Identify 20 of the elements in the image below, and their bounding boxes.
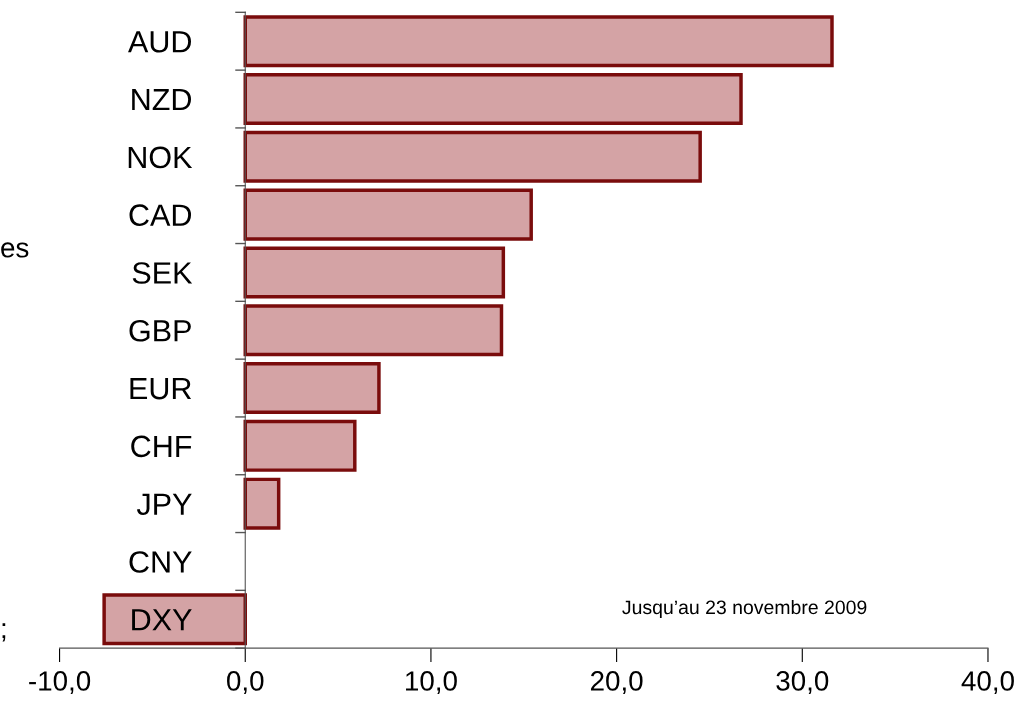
annotation: Jusqu’au 23 novembre 2009 — [622, 599, 867, 619]
y-tick-label: CNY — [129, 551, 192, 573]
y-tick-label: GBP — [129, 319, 191, 342]
y-tick-label: NOK — [128, 146, 193, 169]
x-tick-label: 20,0 — [590, 671, 643, 695]
x-tick-label: -10,0 — [29, 671, 91, 695]
x-tick-label: 40,0 — [961, 671, 1014, 695]
x-tick-label: 0,0 — [227, 671, 264, 695]
y-tick-label: DXY — [132, 609, 192, 631]
y-tick-label: EUR — [130, 378, 192, 400]
x-tick-label: 10,0 — [406, 671, 457, 695]
text: es — [1, 242, 29, 258]
y-tick-label: CHF — [131, 435, 192, 458]
y-tick-label: SEK — [132, 262, 193, 284]
y-tick-label: AUD — [128, 31, 192, 53]
y-tick-label: CAD — [129, 204, 192, 227]
x-tick-label: 30,0 — [776, 671, 829, 695]
text: ; — [2, 623, 6, 642]
y-tick-label: NZD — [132, 89, 192, 111]
y-tick-label: JPY — [136, 493, 192, 516]
